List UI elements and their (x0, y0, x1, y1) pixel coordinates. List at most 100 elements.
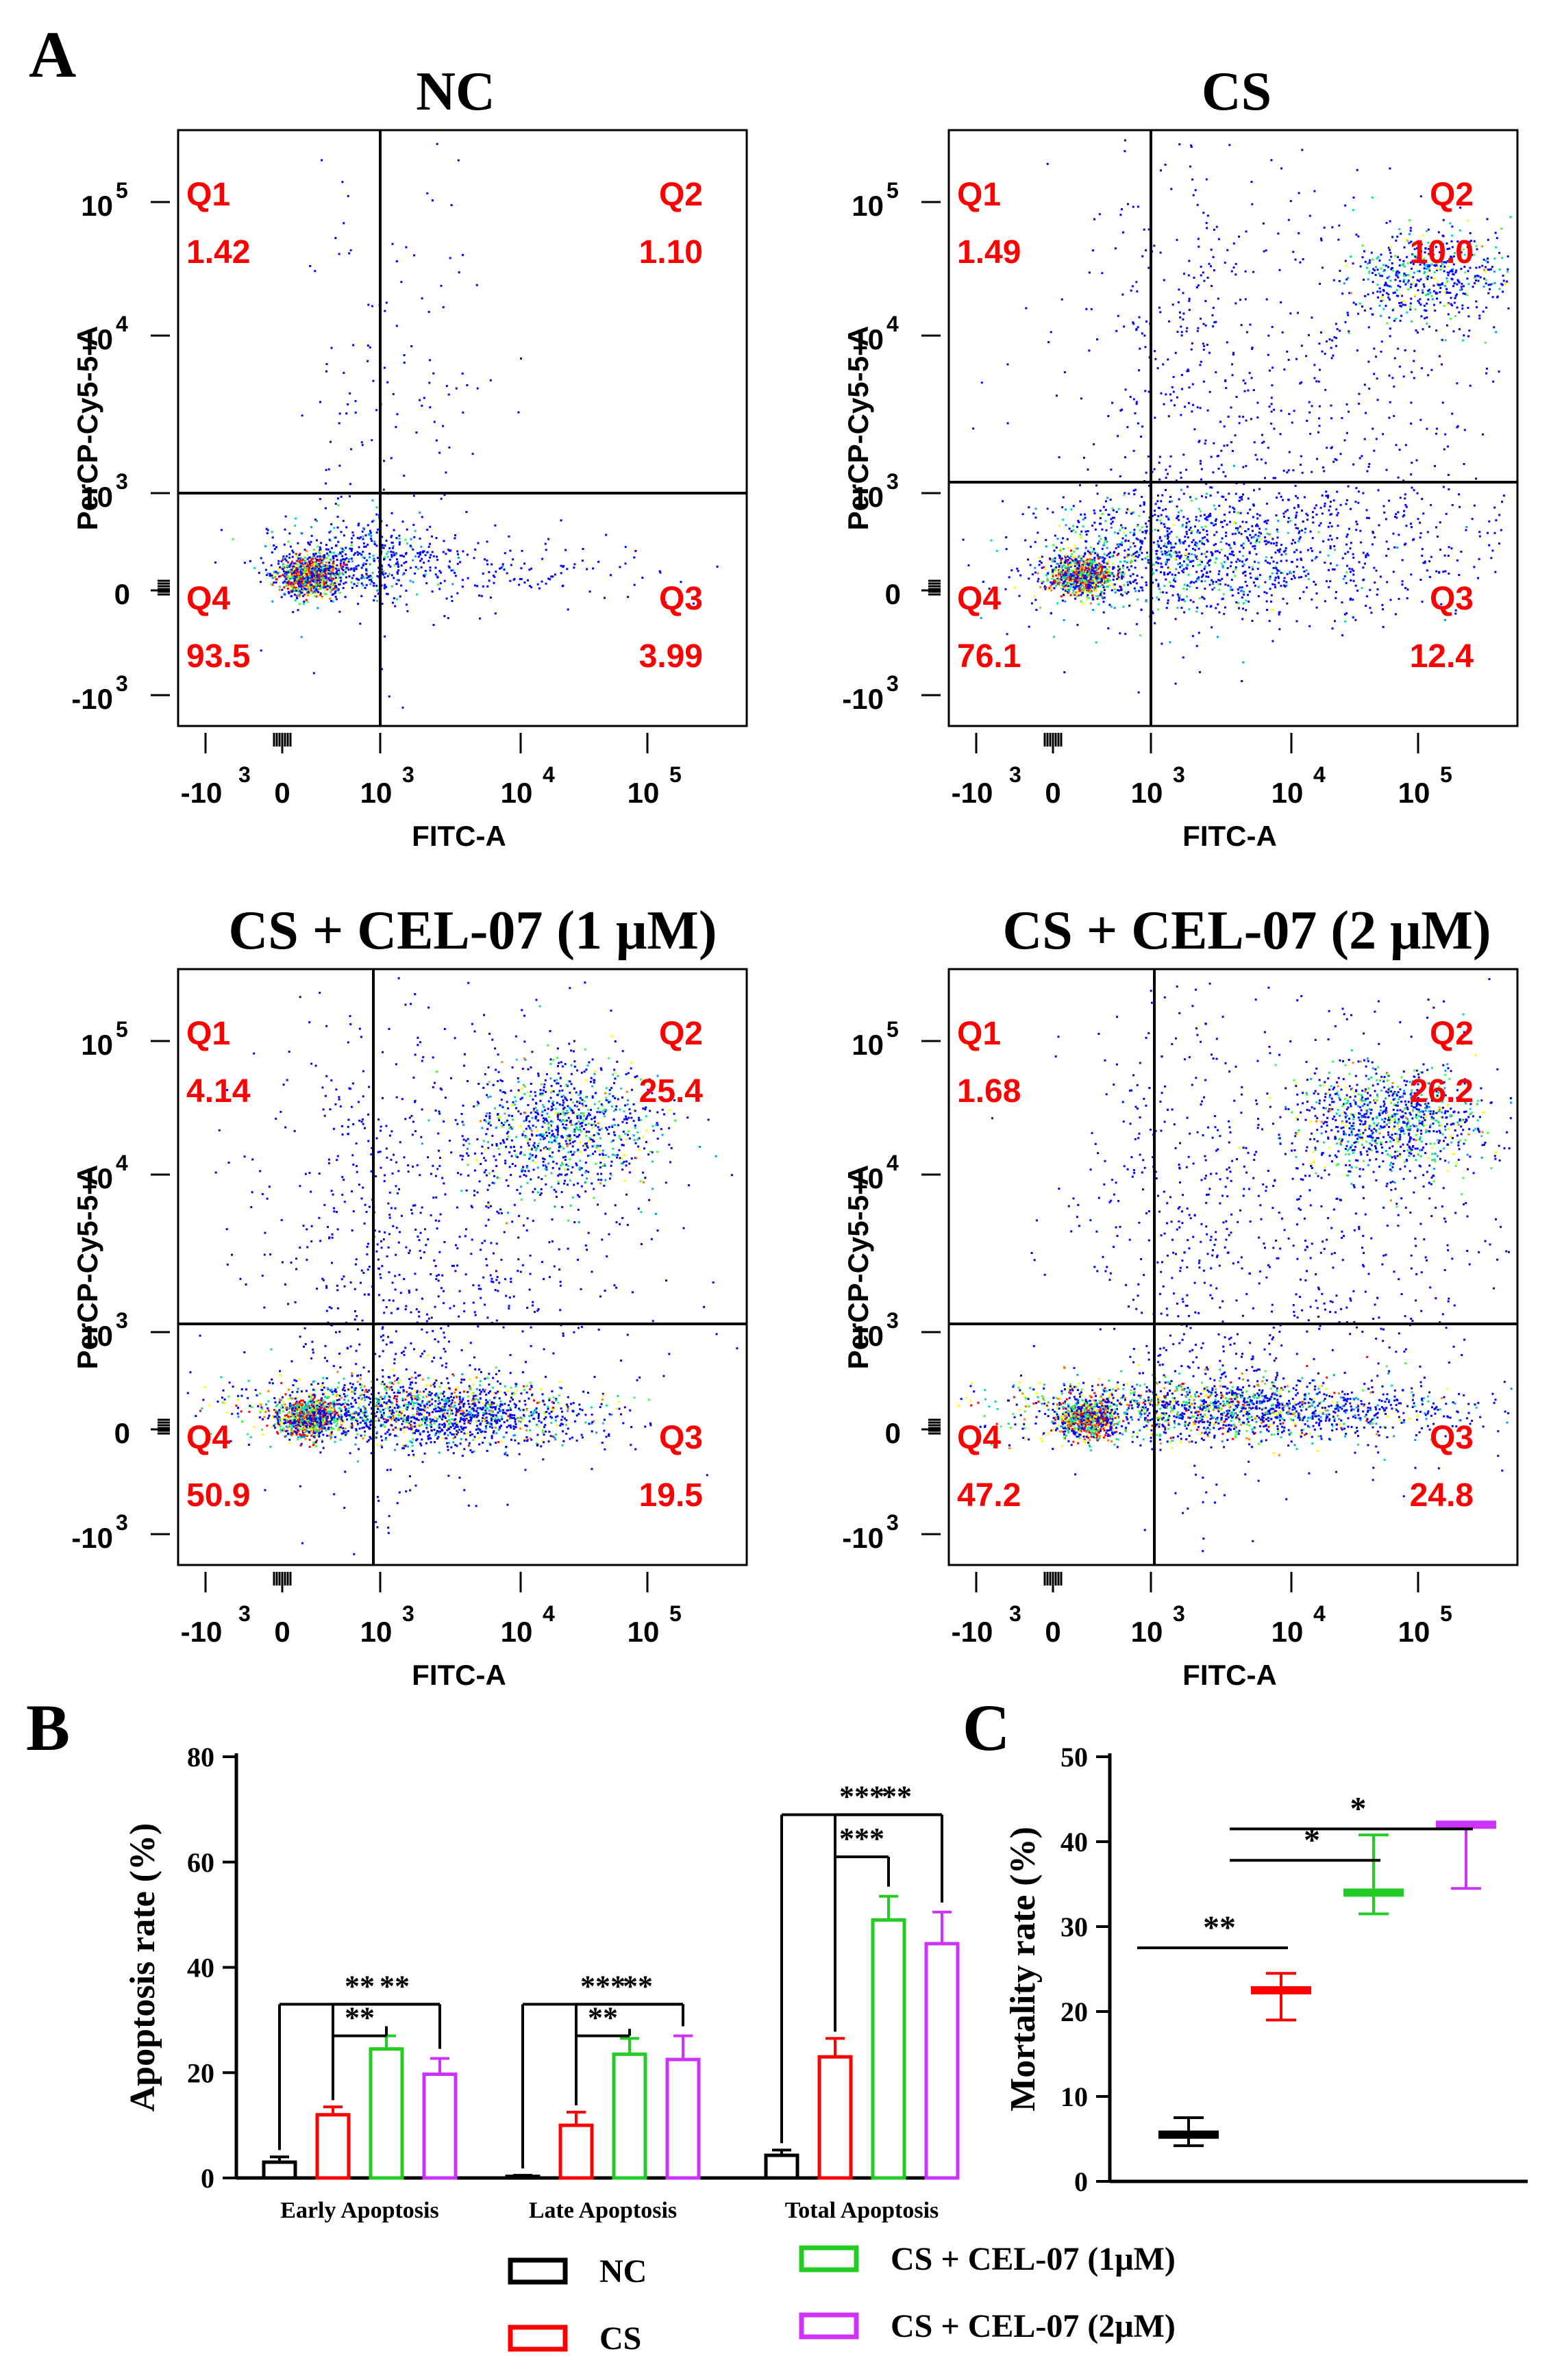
flow-dot (1292, 251, 1295, 253)
flow-dot (1205, 575, 1208, 578)
flow-dot (296, 563, 299, 566)
flow-dot (1127, 584, 1129, 586)
flow-dot (1089, 584, 1092, 587)
flow-dot (484, 558, 486, 561)
flow-dot (1087, 564, 1090, 566)
flow-dot (1428, 253, 1430, 255)
flow-dot (1292, 539, 1294, 542)
flow-dot (1287, 358, 1290, 361)
flow-dot (1249, 534, 1252, 536)
flow-dot (1306, 420, 1308, 422)
flow-dot (1209, 514, 1212, 517)
flow-dot (1061, 599, 1064, 602)
flow-dot (627, 596, 630, 599)
flow-dot (508, 535, 510, 538)
flow-dot (317, 577, 319, 580)
flow-dot (1363, 278, 1365, 281)
flow-dot (1256, 416, 1259, 418)
flow-dot (1045, 586, 1047, 589)
flow-dot (291, 590, 294, 593)
flow-dot (1475, 276, 1477, 279)
flow-dot (1398, 264, 1401, 267)
flow-dot (363, 577, 366, 579)
flow-dot (1428, 264, 1431, 267)
flow-dot (323, 554, 325, 557)
flow-dot (1380, 267, 1382, 270)
flow-dot (1422, 562, 1425, 564)
flow-dot (1060, 575, 1063, 578)
flow-dot (1110, 555, 1113, 558)
flow-dot (1054, 557, 1056, 560)
flow-dot (1089, 562, 1091, 565)
flow-dot (1123, 494, 1126, 497)
flow-dot (317, 559, 319, 562)
flow-dot (1451, 503, 1454, 506)
flow-dot (1187, 553, 1190, 555)
flow-dot (1294, 523, 1297, 526)
flow-dot (1500, 227, 1503, 230)
flow-dot (392, 392, 395, 395)
flow-dot (310, 540, 312, 543)
flow-dot (1178, 511, 1180, 514)
flow-dot (1251, 620, 1254, 622)
flow-dot (1223, 514, 1226, 516)
flow-dot (1062, 561, 1065, 564)
flow-dot (392, 551, 395, 553)
flow-dot (310, 559, 312, 562)
flow-dot (1213, 534, 1216, 536)
flow-dot (1298, 576, 1300, 579)
flow-dot (1204, 553, 1206, 555)
flow-dot (1479, 276, 1482, 279)
flow-dot (1053, 636, 1056, 638)
flow-dot (1461, 308, 1464, 310)
flow-dot (1056, 577, 1059, 580)
flow-dot (1265, 522, 1268, 525)
flow-dot (1358, 403, 1361, 405)
flow-dot (1419, 195, 1422, 198)
flow-dot (491, 563, 493, 566)
flow-dot (342, 558, 345, 560)
flow-dot (1076, 567, 1079, 570)
flow-dot (323, 580, 325, 582)
flow-dot (1060, 576, 1063, 578)
flow-dot (1200, 560, 1202, 562)
flow-dot (473, 557, 475, 560)
flow-dot (1073, 574, 1076, 577)
flow-dot (331, 566, 333, 568)
flow-dot (431, 551, 434, 553)
flow-dot (1189, 496, 1191, 499)
flow-dot (1028, 577, 1030, 580)
flow-dot (1391, 267, 1393, 270)
flow-dot (317, 584, 320, 586)
flow-dot (1093, 512, 1096, 514)
flow-dot (347, 560, 350, 563)
flow-dot (1450, 268, 1453, 271)
flow-dot (390, 512, 393, 514)
flow-dot (1443, 265, 1446, 268)
flow-dot (249, 560, 251, 562)
flow-dot (358, 546, 360, 549)
flow-dot (494, 612, 497, 615)
flow-dot (448, 446, 451, 449)
flow-dot (1203, 345, 1206, 347)
flow-dot (300, 569, 303, 572)
flow-dot (1113, 575, 1115, 578)
flow-dot (1243, 482, 1245, 485)
flow-dot (362, 538, 364, 540)
flow-dot (319, 592, 322, 594)
flow-dot (1336, 328, 1339, 331)
flow-dot (1490, 557, 1493, 560)
flow-dot (1450, 240, 1453, 242)
flow-dot (1473, 253, 1476, 256)
flow-dot (353, 553, 356, 556)
flow-dot (309, 265, 312, 267)
flow-dot (1099, 517, 1102, 520)
flow-dot (1196, 203, 1199, 206)
flow-dot (1159, 519, 1162, 522)
flow-dot (1298, 538, 1301, 540)
flow-dot (1100, 538, 1102, 540)
flow-dot (303, 587, 306, 590)
flow-dot (1112, 555, 1115, 558)
flow-dot (1256, 538, 1258, 540)
flow-dot (1161, 642, 1163, 645)
